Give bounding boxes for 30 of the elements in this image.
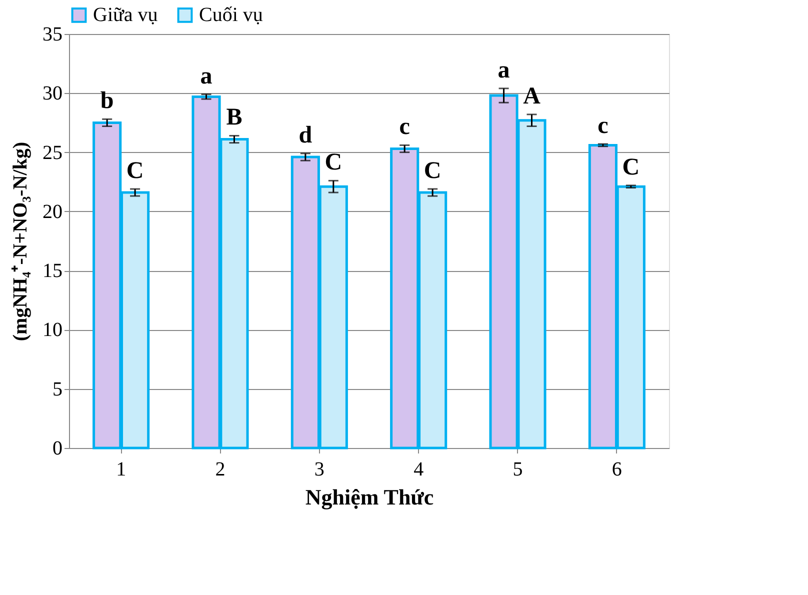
y-tick-label: 10: [42, 319, 62, 342]
y-tick-label: 35: [42, 24, 62, 46]
annotation: c: [598, 113, 609, 140]
annotation: A: [523, 83, 542, 110]
x-tick-label: 5: [512, 458, 523, 480]
x-tick-label: 2: [215, 458, 226, 480]
x-tick-label: 4: [414, 458, 424, 480]
annotation: C: [126, 158, 144, 184]
x-tick-label: 3: [314, 458, 324, 480]
annotation: C: [324, 150, 342, 176]
x-axis-title: Nghiệm Thức: [305, 484, 434, 510]
annotation: a: [200, 63, 212, 90]
annotation: c: [399, 114, 410, 140]
y-axis-title: (mgNH₄⁺-N+NO₃-N/kg): [10, 142, 32, 342]
annotation: b: [100, 88, 114, 114]
legend-label: Cuối vụ: [199, 4, 263, 26]
y-tick-label: 15: [42, 260, 62, 282]
y-tick-label: 0: [52, 438, 62, 460]
annotation: C: [622, 154, 640, 180]
y-tick-label: 25: [42, 142, 62, 164]
annotation: C: [424, 158, 442, 184]
legend-label: Giữa vụ: [93, 4, 158, 26]
annotation: B: [226, 104, 242, 131]
y-tick-label: 30: [42, 82, 62, 105]
y-tick-label: 5: [52, 378, 62, 400]
annotation: d: [298, 122, 313, 148]
y-tick-label: 20: [42, 200, 62, 223]
annotation: a: [498, 57, 510, 84]
x-tick-label: 1: [116, 458, 126, 480]
x-tick-label: 6: [612, 458, 622, 480]
